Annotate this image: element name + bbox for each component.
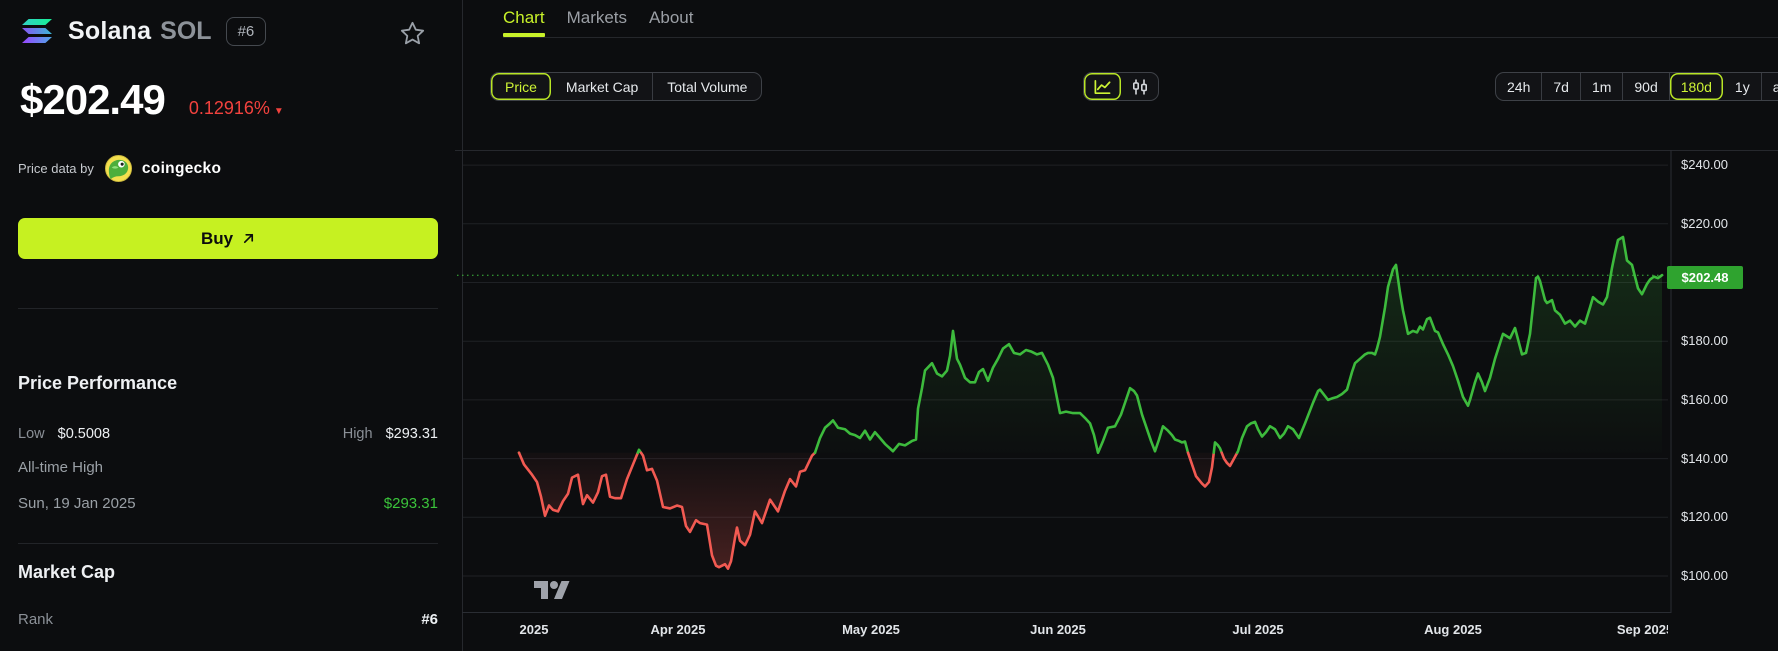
range-24h-button[interactable]: 24h <box>1496 73 1543 100</box>
metric-market-cap-button[interactable]: Market Cap <box>552 73 654 100</box>
tab-about[interactable]: About <box>649 8 694 27</box>
coin-header: Solana SOL #6 <box>22 16 267 46</box>
metric-price-button[interactable]: Price <box>491 73 552 100</box>
time-axis-label: Apr 2025 <box>650 622 706 637</box>
price-chart[interactable] <box>455 150 1778 613</box>
metric-total-volume-button[interactable]: Total Volume <box>653 73 761 100</box>
tabs-divider-line <box>503 37 1778 38</box>
range-90d-button[interactable]: 90d <box>1623 73 1670 100</box>
high-label: High <box>342 426 373 442</box>
candlestick-chart-icon[interactable] <box>1122 73 1158 100</box>
tab-chart[interactable]: Chart <box>503 8 545 27</box>
favorite-star-icon[interactable] <box>398 20 426 48</box>
price-axis-label: $120.00 <box>1681 509 1728 525</box>
solana-logo-icon <box>22 16 54 46</box>
arrow-up-right-icon <box>244 233 254 244</box>
time-range-group: 24h 7d 1m 90d 180d 1y all <box>1495 72 1778 101</box>
rank-value: #6 <box>421 611 438 628</box>
range-180d-button[interactable]: 180d <box>1670 73 1724 100</box>
coin-symbol: SOL <box>160 16 212 45</box>
sidebar-divider-line <box>18 308 438 309</box>
coin-name: Solana <box>68 16 152 45</box>
current-price: $202.49 <box>20 76 166 123</box>
price-axis-label: $140.00 <box>1681 450 1728 466</box>
price-row: $202.49 0.12916% ▼ <box>20 76 284 124</box>
ath-label: All-time High <box>18 459 104 476</box>
time-axis-label: Jun 2025 <box>1030 622 1086 637</box>
price-axis-label: $220.00 <box>1681 215 1728 231</box>
attribution-provider: coingecko <box>141 159 222 177</box>
low-pair: Low $0.5008 <box>18 426 110 442</box>
metric-toggle-group: Price Market Cap Total Volume <box>490 72 763 101</box>
price-axis-label: $160.00 <box>1681 391 1728 407</box>
price-down-arrow-icon: ▼ <box>273 106 284 117</box>
rank-badge: #6 <box>225 16 267 46</box>
price-change-pct: 0.12916% <box>188 98 270 118</box>
market-cap-title: Market Cap <box>18 562 116 582</box>
current-price-badge: $202.48 <box>1667 266 1743 289</box>
price-performance-title: Price Performance <box>18 373 178 393</box>
price-chart-canvas <box>455 150 1778 613</box>
ath-row: Sun, 19 Jan 2025 $293.31 <box>18 495 438 512</box>
range-all-button[interactable]: all <box>1762 73 1778 100</box>
coingecko-logo-icon <box>104 155 132 182</box>
tradingview-logo-icon[interactable] <box>533 577 571 605</box>
chart-type-toggle-group <box>1083 72 1159 101</box>
time-axis-label: Sep 2025 <box>1616 622 1668 637</box>
price-axis-label: $180.00 <box>1681 333 1728 349</box>
rank-label: Rank <box>18 611 54 628</box>
high-value: $293.31 <box>385 426 438 442</box>
time-axis-label: Jul 2025 <box>1232 622 1284 637</box>
time-axis-label: May 2025 <box>842 622 900 637</box>
low-value: $0.5008 <box>57 426 111 442</box>
time-axis-label: Aug 2025 <box>1424 622 1482 637</box>
low-high-row: Low $0.5008 High $293.31 <box>18 426 438 442</box>
high-pair: High $293.31 <box>343 426 438 442</box>
range-7d-button[interactable]: 7d <box>1542 73 1581 100</box>
chart-tabs: Chart Markets About <box>503 8 693 28</box>
sidebar-divider <box>462 0 463 651</box>
tab-markets[interactable]: Markets <box>566 8 628 27</box>
range-1m-button[interactable]: 1m <box>1581 73 1624 100</box>
time-axis-label: 2025 <box>519 622 549 637</box>
price-axis-label: $100.00 <box>1681 567 1728 583</box>
price-axis-label: $240.00 <box>1681 157 1728 173</box>
line-chart-icon[interactable] <box>1084 73 1122 100</box>
low-label: Low <box>18 426 45 442</box>
range-1y-button[interactable]: 1y <box>1724 73 1762 100</box>
active-tab-underline <box>503 33 545 37</box>
ath-value: $293.31 <box>383 495 438 512</box>
rank-row: Rank #6 <box>18 611 438 628</box>
price-attribution: Price data by coingecko <box>18 155 221 182</box>
attribution-prefix: Price data by <box>18 161 94 176</box>
sidebar-divider-line <box>18 543 438 544</box>
ath-date: Sun, 19 Jan 2025 <box>18 495 136 512</box>
buy-button[interactable]: Buy <box>18 218 438 259</box>
buy-button-label: Buy <box>200 228 234 248</box>
time-axis[interactable]: 2025 Apr 2025 May 2025 Jun 2025 Jul 2025 Aug … <box>455 614 1668 650</box>
price-axis[interactable]: $240.00$220.00$200.00$180.00$160.00$140.… <box>1681 150 1778 613</box>
